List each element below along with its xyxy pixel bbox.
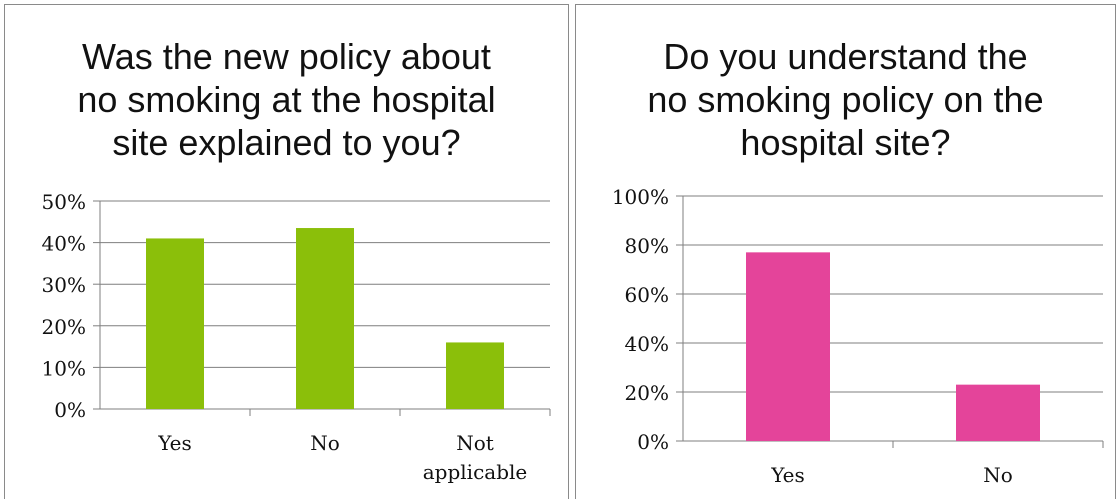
- y-tick-label: 30%: [42, 273, 86, 297]
- y-tick-label: 0%: [54, 398, 86, 422]
- y-tick-label: 40%: [42, 232, 86, 256]
- y-tick-label: 20%: [625, 381, 669, 405]
- y-tick-label: 80%: [625, 234, 669, 258]
- chart-panel-understand: Do you understand the no smoking policy …: [575, 4, 1116, 499]
- bar-not: [446, 342, 504, 409]
- bar-yes: [146, 238, 204, 409]
- y-tick-label: 100%: [612, 185, 669, 209]
- y-tick-label: 20%: [42, 315, 86, 339]
- x-tick-label: No: [983, 463, 1013, 487]
- x-tick-label: No: [310, 431, 340, 455]
- chart-title: Do you understand the no smoking policy …: [647, 36, 1044, 163]
- x-tick-label: Yes: [157, 431, 192, 455]
- chart-panel-explained: Was the new policy about no smoking at t…: [4, 4, 569, 499]
- x-tick-label: Not applicable: [423, 431, 527, 484]
- bar-no: [956, 384, 1040, 441]
- y-tick-label: 0%: [637, 430, 669, 454]
- chart-title: Was the new policy about no smoking at t…: [77, 36, 496, 163]
- bar-chart-understand: 0% 20% 40% 60% 80% 100% Yes No: [612, 185, 1104, 487]
- y-tick-label: 60%: [625, 283, 669, 307]
- y-tick-label: 10%: [42, 356, 86, 380]
- bar-chart-explained: 0% 10% 20% 30% 40% 50% Yes No Not applicable: [42, 190, 551, 484]
- bar-no: [296, 228, 354, 409]
- bar-yes: [746, 252, 830, 441]
- y-tick-label: 50%: [42, 190, 86, 214]
- x-tick-label: Yes: [770, 463, 805, 487]
- y-tick-label: 40%: [625, 332, 669, 356]
